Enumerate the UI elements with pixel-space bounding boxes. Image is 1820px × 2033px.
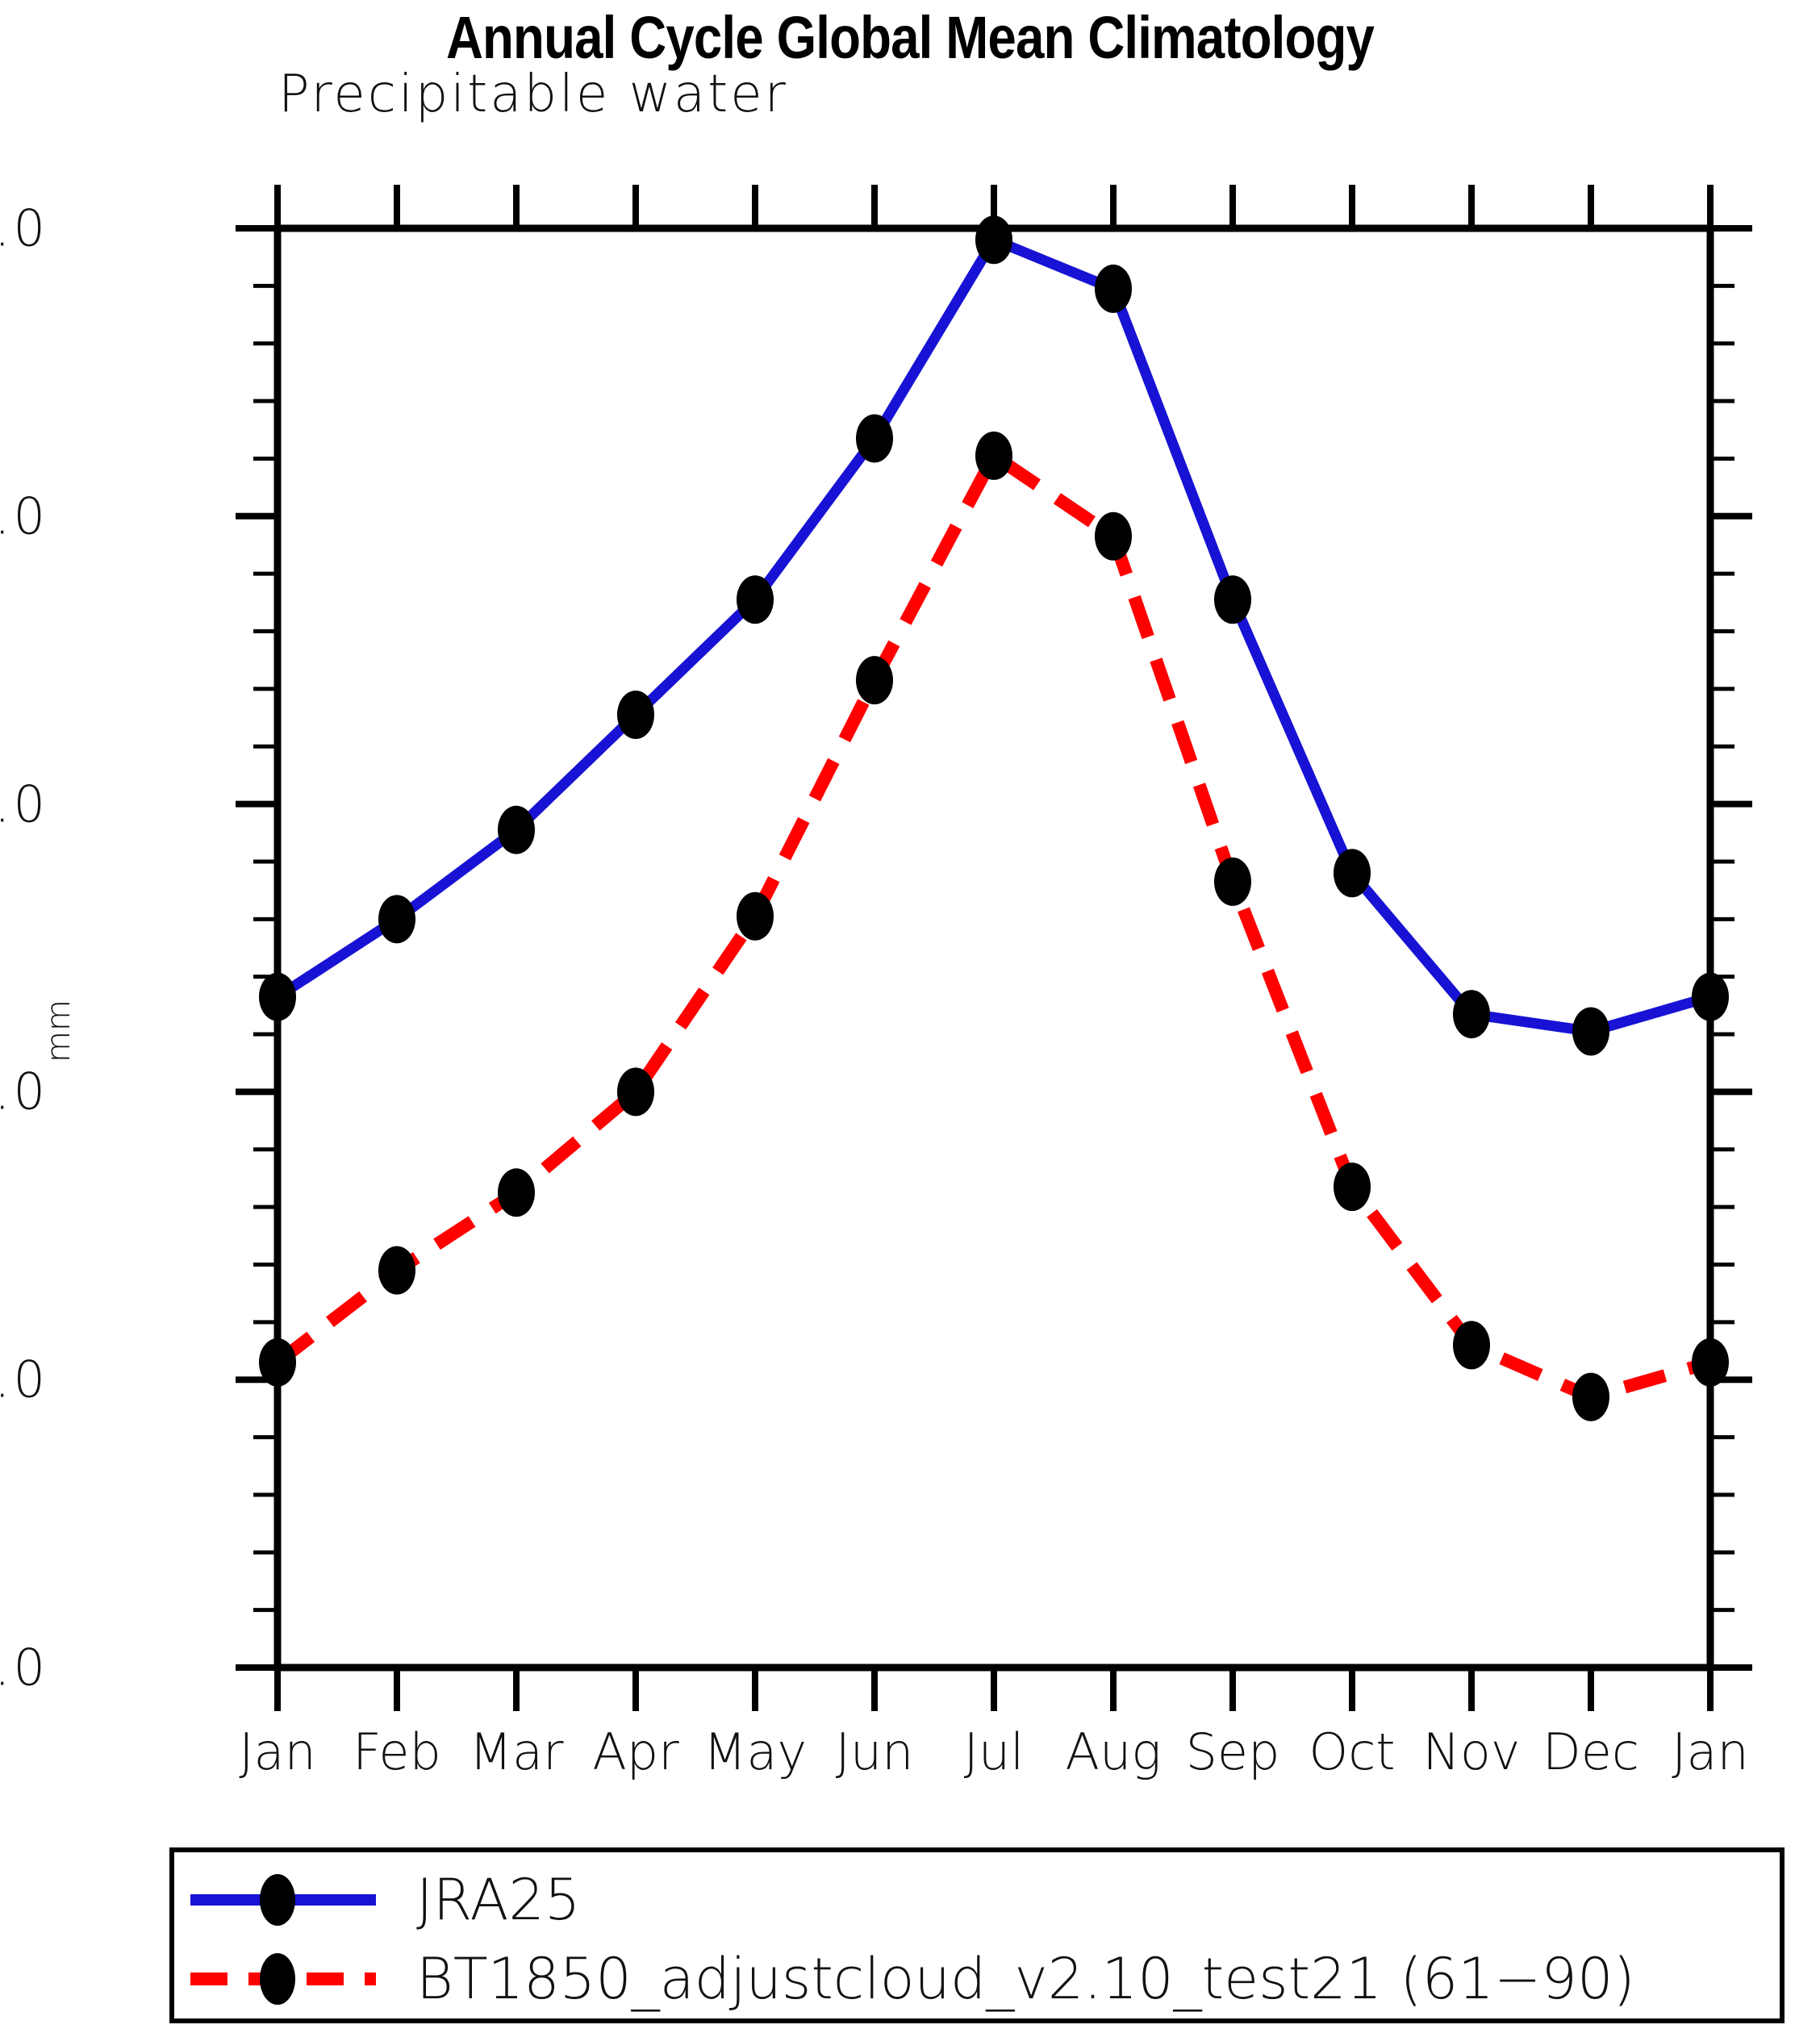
- data-point-1-10[interactable]: [1453, 1321, 1490, 1370]
- data-point-1-5[interactable]: [856, 656, 893, 705]
- x-tick-label: Dec: [1542, 1722, 1639, 1781]
- legend-label-0: JRA25: [416, 1867, 581, 1933]
- x-tick-label: Aug: [1065, 1722, 1162, 1781]
- data-point-0-11[interactable]: [1572, 1007, 1609, 1056]
- x-tick-label: Oct: [1309, 1722, 1396, 1781]
- data-point-1-3[interactable]: [617, 1067, 654, 1117]
- data-point-0-8[interactable]: [1214, 575, 1251, 624]
- data-point-1-7[interactable]: [1095, 511, 1132, 561]
- data-point-0-12[interactable]: [1692, 972, 1729, 1021]
- data-point-0-6[interactable]: [975, 215, 1012, 265]
- data-point-0-7[interactable]: [1095, 264, 1132, 313]
- y-tick-label: 21.0: [0, 1638, 48, 1697]
- legend: JRA25 BT1850_adjustcloud_v2.10_test21 (6…: [169, 1847, 1785, 2023]
- data-point-0-0[interactable]: [259, 972, 296, 1021]
- x-tick-label: May: [703, 1722, 808, 1781]
- y-tick-label: 22.0: [0, 1350, 48, 1409]
- legend-item-0[interactable]: JRA25: [174, 1864, 1780, 1936]
- data-point-0-9[interactable]: [1334, 849, 1371, 898]
- data-point-1-11[interactable]: [1572, 1372, 1609, 1421]
- y-tick-label: 25.0: [0, 486, 48, 546]
- x-tick-label: Feb: [353, 1722, 441, 1781]
- data-point-1-9[interactable]: [1334, 1163, 1371, 1212]
- data-point-1-6[interactable]: [975, 431, 1012, 480]
- x-tick-label: Nov: [1422, 1722, 1521, 1781]
- x-tick-label: Jun: [835, 1722, 914, 1781]
- chart-subtitle: Precipitable water: [278, 65, 788, 124]
- legend-item-1[interactable]: BT1850_adjustcloud_v2.10_test21 (61−90): [174, 1943, 1780, 2015]
- data-point-0-3[interactable]: [617, 690, 654, 739]
- series-line-1[interactable]: [273, 449, 1713, 1404]
- x-tick-label: Apr: [592, 1722, 679, 1781]
- page-title: Annual Cycle Global Mean Climatology: [445, 4, 1375, 71]
- data-point-0-1[interactable]: [378, 895, 415, 944]
- data-point-0-2[interactable]: [498, 805, 535, 854]
- data-point-0-4[interactable]: [737, 575, 774, 624]
- x-tick-label: Jan: [1672, 1722, 1749, 1781]
- series-line-0[interactable]: [274, 234, 1712, 1037]
- data-point-1-12[interactable]: [1692, 1338, 1729, 1387]
- legend-swatch-0: [190, 1874, 376, 1926]
- x-tick-label: Jul: [963, 1722, 1025, 1781]
- y-tick-label: 23.0: [0, 1062, 48, 1121]
- data-point-1-0[interactable]: [259, 1338, 296, 1387]
- legend-swatch-1: [190, 1953, 376, 2005]
- data-point-1-1[interactable]: [378, 1246, 415, 1295]
- data-point-0-10[interactable]: [1453, 990, 1490, 1039]
- x-tick-label: Mar: [469, 1722, 564, 1781]
- x-tick-label: Sep: [1185, 1722, 1280, 1781]
- legend-label-1: BT1850_adjustcloud_v2.10_test21 (61−90): [416, 1946, 1635, 2012]
- x-tick-label: Jan: [239, 1722, 316, 1781]
- data-point-1-4[interactable]: [737, 891, 774, 941]
- y-tick-label: 24.0: [0, 774, 48, 834]
- data-point-1-8[interactable]: [1214, 857, 1251, 906]
- data-point-1-2[interactable]: [498, 1168, 535, 1217]
- y-tick-label: 26.0: [0, 198, 48, 258]
- data-point-0-5[interactable]: [856, 414, 893, 463]
